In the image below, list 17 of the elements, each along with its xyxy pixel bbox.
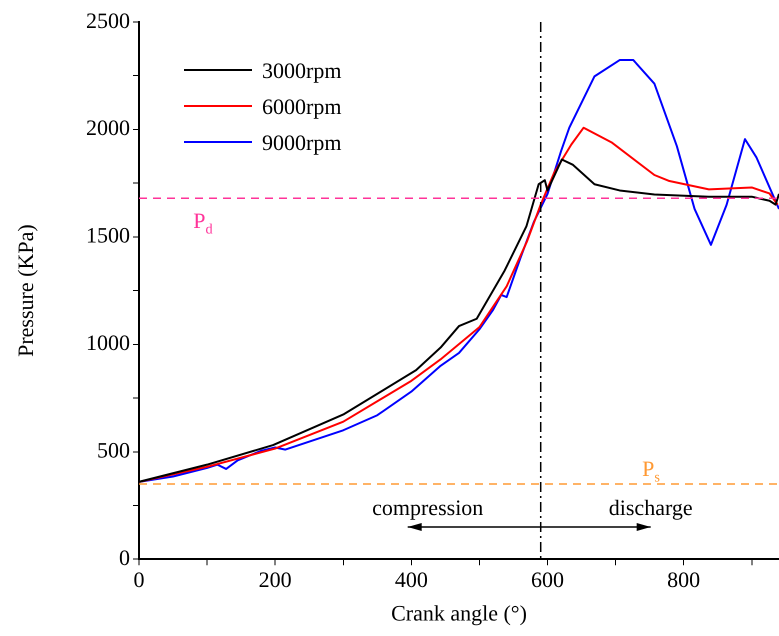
y-tick-label: 0 (119, 544, 130, 570)
legend-label: 3000rpm (262, 58, 342, 83)
legend-label: 6000rpm (262, 94, 342, 119)
y-tick-label: 1500 (86, 222, 130, 248)
y-tick-label: 2000 (86, 115, 130, 140)
x-tick-label: 200 (258, 567, 292, 592)
x-tick-label: 800 (667, 567, 700, 592)
y-axis-title: Pressure (KPa) (12, 224, 38, 357)
legend-label: 9000rpm (262, 130, 342, 155)
x-tick-label: 600 (531, 567, 564, 592)
x-axis-title: Crank angle (°) (391, 600, 527, 626)
y-tick-label: 500 (97, 438, 130, 463)
annotation: discharge (608, 494, 693, 520)
annotation: compression (372, 494, 484, 520)
y-tick-label: 1000 (86, 330, 130, 356)
x-tick-label: 400 (394, 567, 428, 592)
y-tick-label: 2500 (86, 8, 130, 33)
